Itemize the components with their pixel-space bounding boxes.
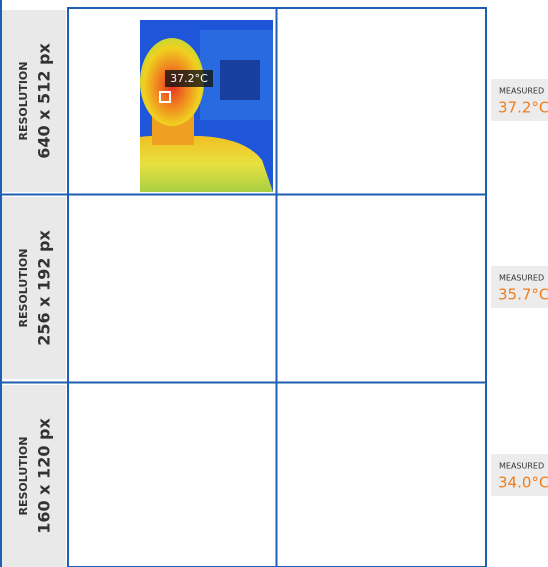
thermal-bg-patch bbox=[220, 60, 260, 100]
label-panel bbox=[0, 10, 66, 192]
resolution-caption: RESOLUTION bbox=[17, 62, 30, 141]
measured-value: 35.7°C bbox=[498, 286, 548, 304]
measured-value: 37.2°C bbox=[498, 99, 548, 117]
spot-temperature: 37.2°C bbox=[170, 72, 208, 85]
measured-value: 34.0°C bbox=[498, 474, 548, 492]
background bbox=[0, 0, 548, 567]
measured-caption: MEASURED bbox=[499, 87, 544, 96]
resolution-caption: RESOLUTION bbox=[17, 437, 30, 516]
label-panel bbox=[0, 385, 66, 567]
resolution-value: 640 x 512 px bbox=[35, 43, 54, 159]
resolution-value: 256 x 192 px bbox=[35, 230, 54, 346]
resolution-value: 160 x 120 px bbox=[35, 418, 54, 534]
comparison-figure: RESOLUTION 640 x 512 px 37.2°C 37.2°C MEASUR… bbox=[0, 0, 548, 567]
measured-caption: MEASURED bbox=[499, 462, 544, 471]
label-panel bbox=[0, 197, 66, 379]
resolution-caption: RESOLUTION bbox=[17, 249, 30, 328]
measured-caption: MEASURED bbox=[499, 274, 544, 283]
